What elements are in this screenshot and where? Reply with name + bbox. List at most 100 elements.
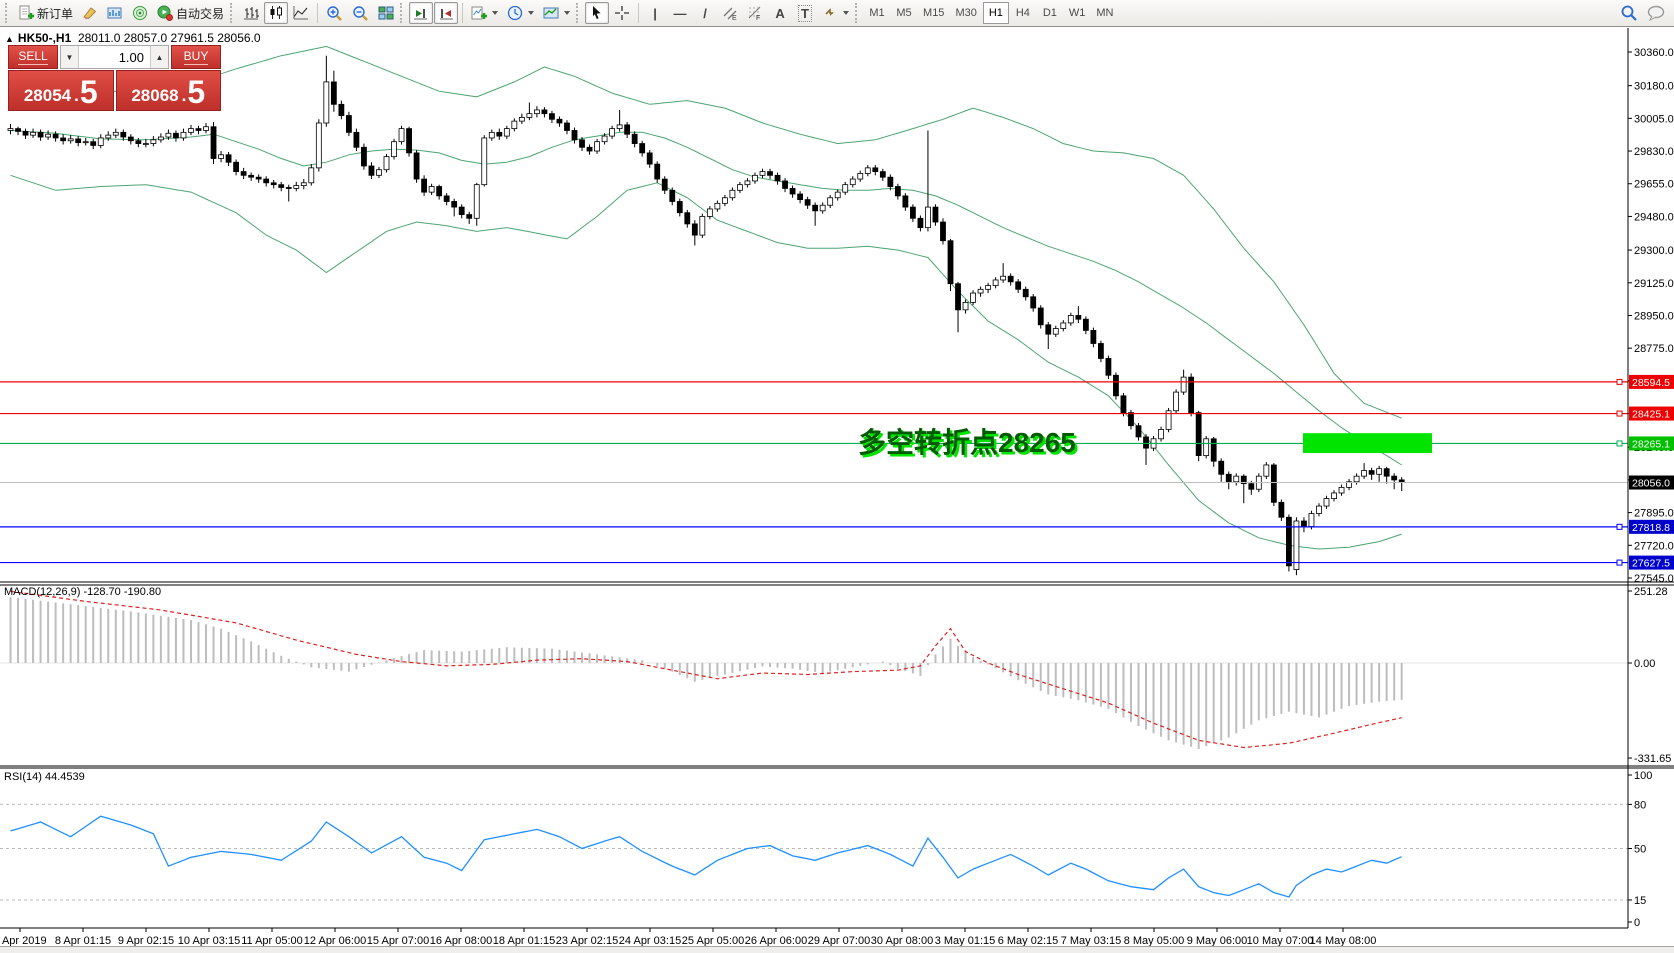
toolbar-grip[interactable] bbox=[5, 3, 10, 23]
timeframe-m5-button[interactable]: M5 bbox=[896, 7, 912, 19]
chart-window-icon bbox=[107, 7, 122, 19]
collapse-quote-icon[interactable]: ▲ bbox=[5, 34, 14, 44]
timeframe-mn-button[interactable]: MN bbox=[1096, 7, 1114, 19]
auto-scroll-button[interactable] bbox=[409, 2, 434, 24]
chart-window-button[interactable] bbox=[103, 2, 127, 24]
macd-label: MACD(12,26,9) -128.70 -190.80 bbox=[4, 586, 161, 598]
vertical-line-tool-button[interactable]: | bbox=[643, 2, 667, 24]
svg-text:0.00: 0.00 bbox=[1634, 658, 1655, 670]
chat-button[interactable] bbox=[1643, 2, 1670, 24]
templates-button[interactable] bbox=[539, 2, 574, 24]
market-watch-button[interactable] bbox=[128, 2, 152, 24]
auto-scroll-icon bbox=[414, 9, 428, 20]
main-toolbar: 新订单 自动交易 bbox=[0, 0, 1674, 27]
buy-price-button[interactable]: 28068 . 5 bbox=[115, 70, 221, 111]
svg-text:30180.0: 30180.0 bbox=[1634, 81, 1674, 93]
svg-text:28056.0: 28056.0 bbox=[1632, 478, 1670, 490]
text-tool-button[interactable]: A bbox=[768, 2, 792, 24]
price-badge-28265.1: 28265.1 bbox=[1629, 436, 1674, 451]
timeframe-h4-button[interactable]: H4 bbox=[1015, 7, 1030, 19]
svg-text:29655.0: 29655.0 bbox=[1634, 179, 1674, 191]
bollinger-lower-band bbox=[10, 174, 1402, 550]
svg-text:9 May 06:00: 9 May 06:00 bbox=[1187, 935, 1248, 947]
text-label-tool-button[interactable]: T bbox=[793, 2, 817, 24]
svg-text:27545.0: 27545.0 bbox=[1634, 573, 1674, 585]
timeframe-m1-button[interactable]: M1 bbox=[869, 7, 885, 19]
buy-button[interactable]: BUY bbox=[171, 45, 221, 69]
svg-text:30360.0: 30360.0 bbox=[1634, 47, 1674, 59]
crosshair-icon bbox=[615, 6, 630, 20]
svg-text:9 Apr 02:15: 9 Apr 02:15 bbox=[118, 935, 174, 947]
svg-text:30005.0: 30005.0 bbox=[1634, 113, 1674, 125]
horizontal-line-tool-button[interactable]: — bbox=[668, 2, 692, 24]
toolbar-grip[interactable] bbox=[230, 3, 235, 23]
svg-text:3 May 01:15: 3 May 01:15 bbox=[935, 935, 996, 947]
sell-button[interactable]: SELL bbox=[8, 45, 58, 69]
rsi-line bbox=[10, 815, 1402, 898]
chart-shift-icon bbox=[440, 9, 454, 20]
svg-text:11 Apr 05:00: 11 Apr 05:00 bbox=[241, 935, 303, 947]
indicators-button[interactable] bbox=[467, 2, 502, 24]
svg-text:28265.1: 28265.1 bbox=[1632, 438, 1670, 450]
toolbar-grip[interactable] bbox=[400, 3, 405, 23]
highlighter-icon bbox=[83, 7, 97, 20]
horizontal-line-icon: — bbox=[673, 5, 687, 21]
toolbar-grip[interactable] bbox=[576, 3, 581, 23]
new-order-button[interactable]: 新订单 bbox=[14, 2, 77, 24]
sell-price-separator: . bbox=[74, 86, 79, 105]
volume-decrease-button[interactable]: ▼ bbox=[61, 46, 79, 68]
chart-quote-line[interactable]: ▲ HK50-,H1 28011.0 28057.0 27961.5 28056.… bbox=[5, 31, 261, 45]
candlestick-chart-button[interactable] bbox=[264, 2, 289, 24]
arrows-dropdown-caret[interactable] bbox=[843, 11, 850, 15]
templates-dropdown-caret[interactable] bbox=[564, 11, 571, 15]
templates-icon bbox=[543, 7, 559, 19]
fibonacci-icon: F bbox=[748, 6, 762, 21]
price-badge-27627.5: 27627.5 bbox=[1629, 555, 1674, 570]
fibonacci-tool-button[interactable]: F bbox=[743, 2, 767, 24]
timeframe-m15-button[interactable]: M15 bbox=[923, 7, 945, 19]
candlestick-chart-icon bbox=[270, 6, 283, 19]
chart-canvas[interactable]: 30360.0 30180.0 30005.0 29830.0 29655.0 29480… bbox=[0, 28, 1674, 953]
cursor-tool-button[interactable] bbox=[585, 2, 610, 24]
price-badge-28056.0: 28056.0 bbox=[1629, 475, 1674, 490]
svg-text:25 Apr 05:00: 25 Apr 05:00 bbox=[682, 935, 744, 947]
trendline-tool-button[interactable]: / bbox=[693, 2, 717, 24]
periods-button[interactable] bbox=[503, 2, 538, 24]
chart-shift-button[interactable] bbox=[434, 2, 459, 24]
svg-text:28425.1: 28425.1 bbox=[1632, 409, 1670, 421]
svg-text:50: 50 bbox=[1634, 844, 1646, 856]
arrows-tool-button[interactable] bbox=[818, 2, 853, 24]
bollinger-middle-band bbox=[10, 130, 1402, 466]
search-button[interactable] bbox=[1616, 2, 1642, 24]
zoom-in-button[interactable] bbox=[322, 2, 347, 24]
svg-text:F: F bbox=[756, 15, 760, 21]
profile-button[interactable] bbox=[78, 2, 102, 24]
svg-text:0: 0 bbox=[1634, 917, 1640, 929]
channel-tool-button[interactable]: E bbox=[718, 2, 742, 24]
timeframe-m30-button[interactable]: M30 bbox=[955, 7, 977, 19]
bar-chart-button[interactable] bbox=[239, 2, 263, 24]
timeframe-w1-button[interactable]: W1 bbox=[1068, 7, 1086, 19]
svg-text:80: 80 bbox=[1634, 799, 1646, 811]
sell-price-button[interactable]: 28054 . 5 bbox=[8, 70, 114, 111]
zoom-out-button[interactable] bbox=[348, 2, 373, 24]
volume-input[interactable] bbox=[79, 46, 150, 68]
highlight-rectangle-object[interactable] bbox=[1303, 433, 1432, 453]
tile-windows-icon bbox=[378, 6, 394, 20]
annotation-text[interactable]: 多空转折点28265 bbox=[858, 426, 1076, 458]
timeframe-h1-button[interactable]: H1 bbox=[982, 2, 1009, 24]
price-badge-28425.1: 28425.1 bbox=[1629, 406, 1674, 421]
line-chart-button[interactable] bbox=[289, 2, 313, 24]
timeframe-d1-button[interactable]: D1 bbox=[1042, 7, 1057, 19]
text-label-icon: T bbox=[798, 4, 812, 22]
auto-trading-button[interactable]: 自动交易 bbox=[153, 2, 228, 24]
toolbar-grip[interactable] bbox=[855, 3, 860, 23]
svg-text:29125.0: 29125.0 bbox=[1634, 278, 1674, 290]
indicators-dropdown-caret[interactable] bbox=[492, 11, 499, 15]
periods-dropdown-caret[interactable] bbox=[528, 11, 535, 15]
volume-increase-button[interactable]: ▲ bbox=[150, 46, 168, 68]
tile-windows-button[interactable] bbox=[374, 2, 398, 24]
crosshair-tool-button[interactable] bbox=[610, 2, 634, 24]
volume-stepper: ▼ ▲ bbox=[60, 45, 169, 69]
buy-price-main: 28068 bbox=[131, 86, 179, 105]
